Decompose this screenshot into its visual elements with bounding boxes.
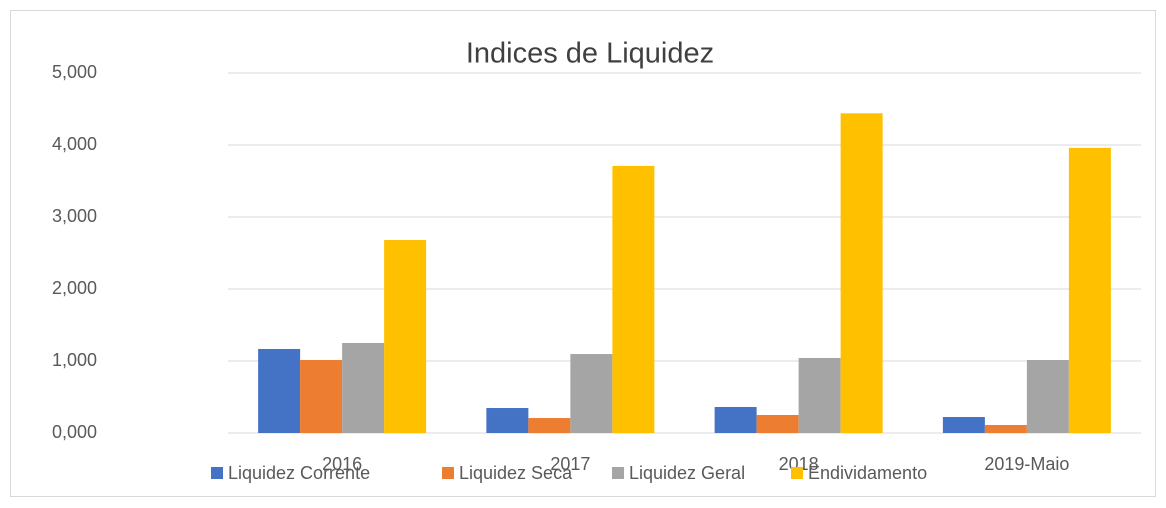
bar bbox=[384, 240, 427, 433]
bar bbox=[258, 348, 301, 433]
bar bbox=[612, 165, 655, 433]
bar bbox=[528, 418, 571, 433]
bar bbox=[942, 417, 985, 433]
x-tick-label: 2017 bbox=[550, 454, 590, 474]
x-tick-label: 2019-Maio bbox=[984, 454, 1069, 474]
chart-title: Indices de Liquidez bbox=[466, 38, 714, 70]
y-tick-label: 5,000 bbox=[52, 62, 97, 82]
y-tick-label: 4,000 bbox=[52, 134, 97, 154]
bar bbox=[756, 415, 799, 433]
legend-swatch bbox=[211, 467, 223, 479]
legend-label: Liquidez Seca bbox=[459, 463, 573, 483]
y-tick-label: 0,000 bbox=[52, 422, 97, 442]
x-tick-label: 2018 bbox=[779, 454, 819, 474]
y-tick-label: 2,000 bbox=[52, 278, 97, 298]
bar bbox=[1026, 359, 1069, 433]
legend-label: Liquidez Corrente bbox=[228, 463, 370, 483]
bar bbox=[714, 407, 757, 433]
y-tick-label: 3,000 bbox=[52, 206, 97, 226]
bar bbox=[798, 357, 841, 433]
x-tick-label: 2016 bbox=[322, 454, 362, 474]
legend-swatch bbox=[612, 467, 624, 479]
legend-label: Liquidez Geral bbox=[629, 463, 745, 483]
bar bbox=[342, 343, 385, 433]
bar bbox=[984, 425, 1027, 433]
legend-swatch bbox=[442, 467, 454, 479]
y-tick-label: 1,000 bbox=[52, 350, 97, 370]
bar bbox=[300, 359, 343, 433]
legend-label: Endividamento bbox=[808, 463, 927, 483]
bar bbox=[486, 408, 529, 433]
bar bbox=[840, 113, 883, 433]
bar bbox=[570, 354, 613, 433]
bar bbox=[1068, 147, 1111, 433]
legend-swatch bbox=[791, 467, 803, 479]
